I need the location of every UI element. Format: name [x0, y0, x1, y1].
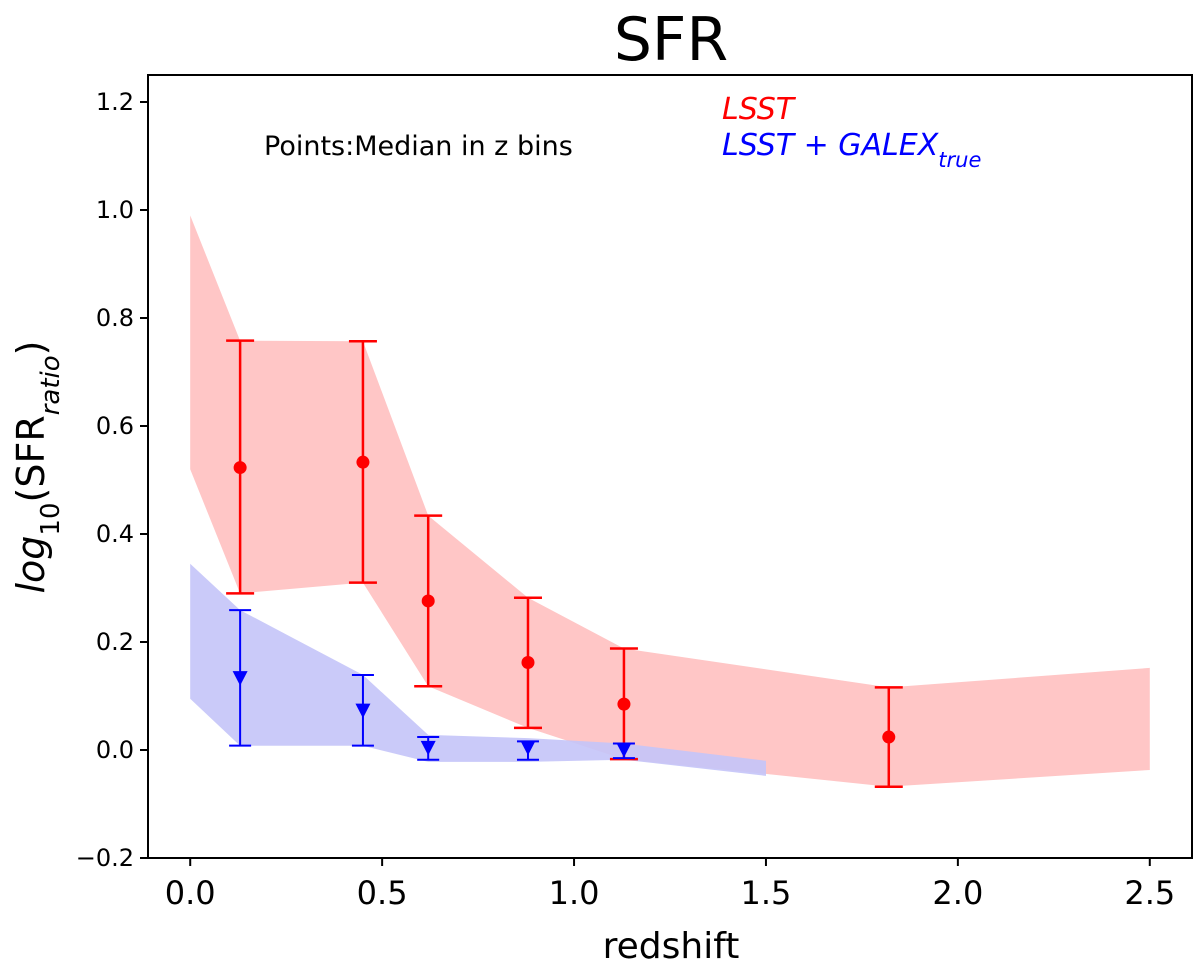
x-axis-label: redshift: [603, 926, 740, 966]
legend-lsst-galex-sub: true: [938, 148, 981, 172]
ytick-label-7: 1.2: [96, 88, 134, 116]
axes-frame: [147, 74, 1193, 859]
ylabel-open: (SFR: [9, 415, 53, 502]
y-ticks: −0.2 0.0 0.2 0.4 0.6 0.8 1.0 1.2: [76, 88, 148, 872]
point-s1-4: [616, 743, 632, 758]
band-series-1: [190, 563, 766, 776]
y-axis-label: log10(SFRratio): [9, 340, 66, 593]
point-s1-0: [232, 671, 248, 686]
point-s0-4: [617, 697, 631, 711]
ytick-label-4: 0.6: [96, 412, 134, 440]
annotation-text: Points:Median in z bins: [264, 131, 573, 162]
ytick-label-3: 0.4: [96, 520, 134, 548]
legend-lsst-galex: LSST + GALEXtrue: [722, 128, 981, 172]
ytick-label-1: 0.0: [96, 736, 134, 764]
ytick-label-5: 0.8: [96, 304, 134, 332]
xtick-label-3: 1.5: [741, 874, 792, 912]
point-s0-3: [521, 656, 535, 670]
xtick-label-0: 0.0: [165, 874, 216, 912]
legend-lsst-label: LSST: [722, 92, 797, 127]
ylabel-prefix: log: [9, 536, 53, 594]
point-s0-1: [356, 455, 370, 469]
x-ticks: 0.0 0.5 1.0 1.5 2.0 2.5: [165, 858, 1175, 912]
ytick-label-0: −0.2: [76, 844, 134, 872]
point-s0-2: [421, 594, 435, 608]
point-s1-2: [420, 740, 436, 756]
point-s0-5: [882, 730, 896, 744]
legend-lsst: LSST: [722, 92, 797, 127]
bands-layer: [190, 215, 1150, 787]
xtick-label-4: 2.0: [932, 874, 983, 912]
point-s1-1: [355, 703, 371, 719]
band-series-0: [190, 215, 1150, 787]
xtick-label-5: 2.5: [1124, 874, 1175, 912]
point-s0-0: [233, 461, 247, 475]
ylabel-close: ): [9, 340, 53, 355]
point-s1-3: [520, 740, 536, 756]
legend-lsst-galex-label: LSST + GALEX: [722, 128, 940, 163]
ylabel-sub1: 10: [36, 502, 66, 535]
markers-layer: [232, 455, 896, 758]
ylabel-sub2: ratio: [36, 355, 66, 415]
xtick-label-2: 1.0: [549, 874, 600, 912]
ytick-label-6: 1.0: [96, 196, 134, 224]
ytick-label-2: 0.2: [96, 628, 134, 656]
xtick-label-1: 0.5: [357, 874, 408, 912]
chart-title: SFR: [614, 5, 728, 75]
